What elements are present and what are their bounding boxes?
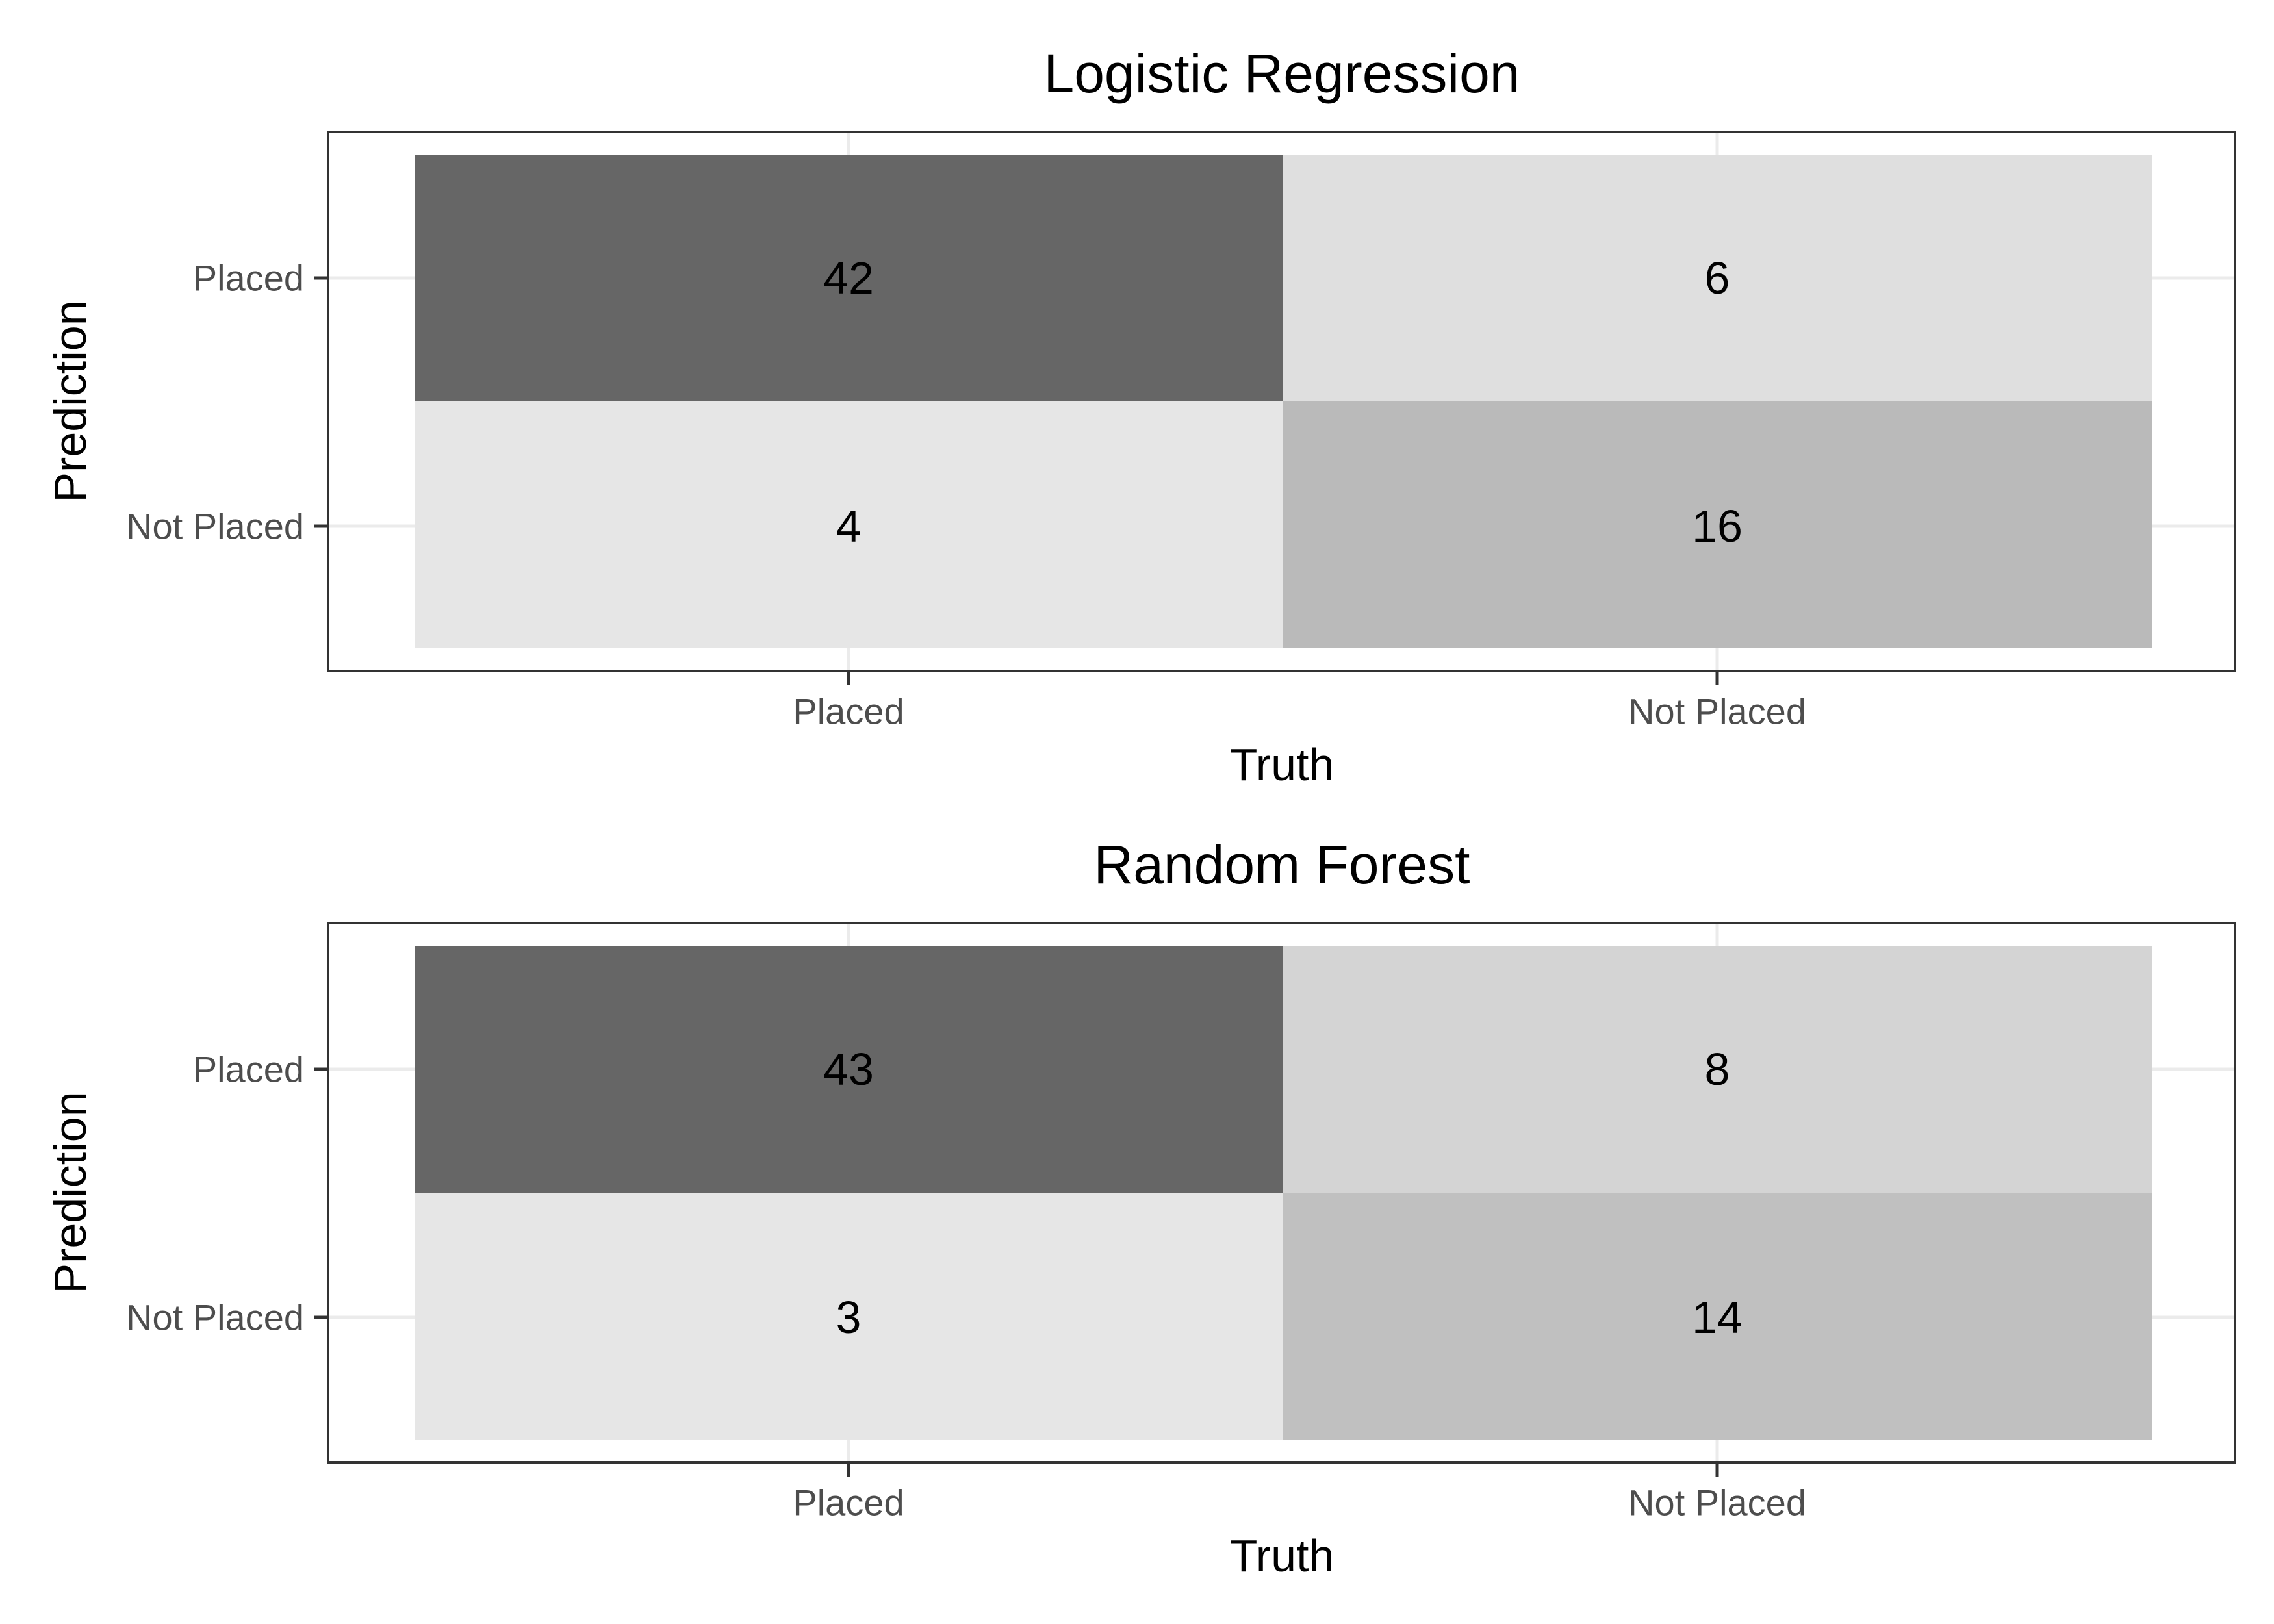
heatmap-tile	[415, 1193, 1283, 1440]
cell-value-label: 6	[1705, 253, 1730, 303]
x-tick-label: Placed	[793, 1482, 904, 1523]
heatmap-tile	[1283, 401, 2152, 648]
cell-value-label: 42	[823, 253, 874, 303]
y-tick-label: Not Placed	[126, 1297, 304, 1338]
x-axis-title: Truth	[1230, 739, 1335, 790]
heatmap-tile	[415, 155, 1283, 401]
y-tick-label: Placed	[193, 258, 304, 299]
cell-value-label: 14	[1692, 1292, 1743, 1343]
x-tick-label: Not Placed	[1628, 691, 1806, 732]
chart-title: Random Forest	[1094, 834, 1470, 895]
heatmap-tile	[1283, 946, 2152, 1193]
y-axis-title: Prediction	[45, 300, 96, 502]
panel-border	[327, 922, 2236, 1464]
x-axis-title: Truth	[1230, 1530, 1335, 1581]
heatmap-tile	[415, 401, 1283, 648]
chart-title: Logistic Regression	[1043, 43, 1520, 104]
y-tick-label: Placed	[193, 1049, 304, 1090]
x-tick-label: Not Placed	[1628, 1482, 1806, 1523]
chart-panel-2: 43 8 3 14 Placed Not Placed Placed Not Placed Ra…	[45, 834, 2236, 1581]
y-axis-title: Prediction	[45, 1091, 96, 1293]
cell-value-label: 4	[836, 501, 862, 552]
chart-panel-1: 42 6 4 16 Placed Not Placed Placed Not Placed Lo…	[45, 43, 2236, 790]
heatmap-tile	[1283, 1193, 2152, 1440]
cell-value-label: 3	[836, 1292, 862, 1343]
cell-value-label: 8	[1705, 1044, 1730, 1095]
cell-value-label: 16	[1692, 501, 1743, 552]
panel-border	[327, 131, 2236, 672]
heatmap-tile	[415, 946, 1283, 1193]
heatmap-tile	[1283, 155, 2152, 401]
x-tick-label: Placed	[793, 691, 904, 732]
cell-value-label: 43	[823, 1044, 874, 1095]
y-tick-label: Not Placed	[126, 506, 304, 547]
